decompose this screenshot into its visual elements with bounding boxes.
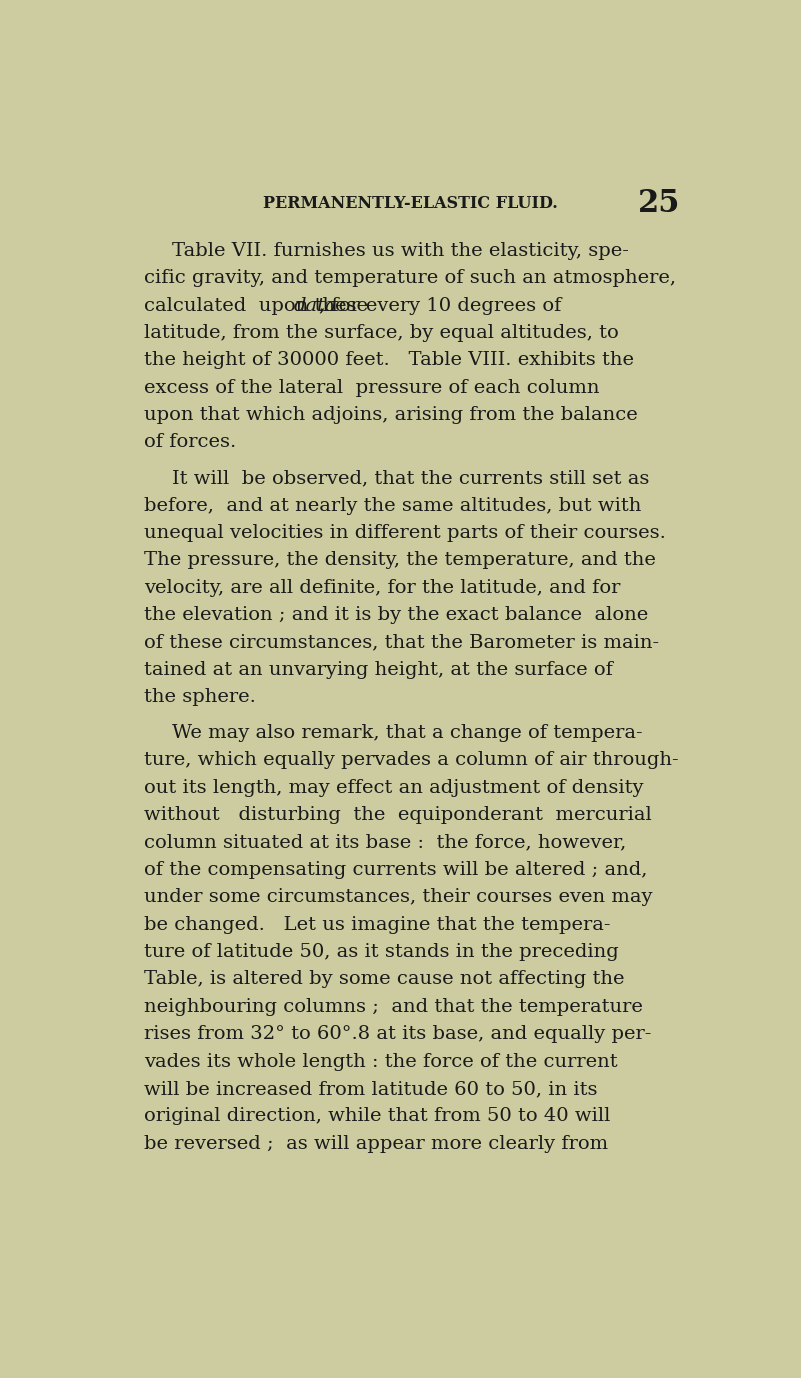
Text: The pressure, the density, the temperature, and the: The pressure, the density, the temperatu… — [143, 551, 655, 569]
Text: ture of latitude 50, as it stands in the preceding: ture of latitude 50, as it stands in the… — [143, 943, 618, 960]
Text: , for every 10 degrees of: , for every 10 degrees of — [320, 296, 562, 314]
Text: upon that which adjoins, arising from the balance: upon that which adjoins, arising from th… — [143, 407, 638, 424]
Text: original direction, while that from 50 to 40 will: original direction, while that from 50 t… — [143, 1108, 610, 1126]
Text: be changed.   Let us imagine that the tempera-: be changed. Let us imagine that the temp… — [143, 916, 610, 934]
Text: vades its whole length : the force of the current: vades its whole length : the force of th… — [143, 1053, 618, 1071]
Text: will be increased from latitude 60 to 50, in its: will be increased from latitude 60 to 50… — [143, 1080, 597, 1098]
Text: ture, which equally pervades a column of air through-: ture, which equally pervades a column of… — [143, 751, 678, 769]
Text: 25: 25 — [638, 187, 681, 219]
Text: rises from 32° to 60°.8 at its base, and equally per-: rises from 32° to 60°.8 at its base, and… — [143, 1025, 651, 1043]
Text: before,  and at nearly the same altitudes, but with: before, and at nearly the same altitudes… — [143, 496, 641, 514]
Text: velocity, are all definite, for the latitude, and for: velocity, are all definite, for the lati… — [143, 579, 620, 597]
Text: the height of 30000 feet.   Table VIII. exhibits the: the height of 30000 feet. Table VIII. ex… — [143, 351, 634, 369]
Text: excess of the lateral  pressure of each column: excess of the lateral pressure of each c… — [143, 379, 599, 397]
Text: calculated  upon these: calculated upon these — [143, 296, 374, 314]
Text: out its length, may effect an adjustment of density: out its length, may effect an adjustment… — [143, 779, 643, 796]
Text: neighbouring columns ;  and that the temperature: neighbouring columns ; and that the temp… — [143, 998, 642, 1016]
Text: be reversed ;  as will appear more clearly from: be reversed ; as will appear more clearl… — [143, 1134, 608, 1153]
Text: latitude, from the surface, by equal altitudes, to: latitude, from the surface, by equal alt… — [143, 324, 618, 342]
Text: PERMANENTLY-ELASTIC FLUID.: PERMANENTLY-ELASTIC FLUID. — [264, 194, 557, 212]
Text: without   disturbing  the  equiponderant  mercurial: without disturbing the equiponderant mer… — [143, 806, 651, 824]
Text: unequal velocities in different parts of their courses.: unequal velocities in different parts of… — [143, 524, 666, 542]
Text: Table VII. furnishes us with the elasticity, spe-: Table VII. furnishes us with the elastic… — [171, 241, 629, 260]
Text: of these circumstances, that the Barometer is main-: of these circumstances, that the Baromet… — [143, 634, 658, 652]
Text: data: data — [293, 296, 337, 314]
Text: the sphere.: the sphere. — [143, 688, 256, 707]
Text: column situated at its base :  the force, however,: column situated at its base : the force,… — [143, 834, 626, 852]
Text: under some circumstances, their courses even may: under some circumstances, their courses … — [143, 889, 652, 907]
Text: cific gravity, and temperature of such an atmosphere,: cific gravity, and temperature of such a… — [143, 269, 675, 287]
Text: Table, is altered by some cause not affecting the: Table, is altered by some cause not affe… — [143, 970, 624, 988]
Text: of the compensating currents will be altered ; and,: of the compensating currents will be alt… — [143, 861, 647, 879]
Text: tained at an unvarying height, at the surface of: tained at an unvarying height, at the su… — [143, 661, 613, 679]
Text: We may also remark, that a change of tempera-: We may also remark, that a change of tem… — [171, 723, 642, 743]
Text: the elevation ; and it is by the exact balance  alone: the elevation ; and it is by the exact b… — [143, 606, 648, 624]
Text: of forces.: of forces. — [143, 434, 235, 452]
Text: It will  be observed, that the currents still set as: It will be observed, that the currents s… — [171, 470, 649, 488]
